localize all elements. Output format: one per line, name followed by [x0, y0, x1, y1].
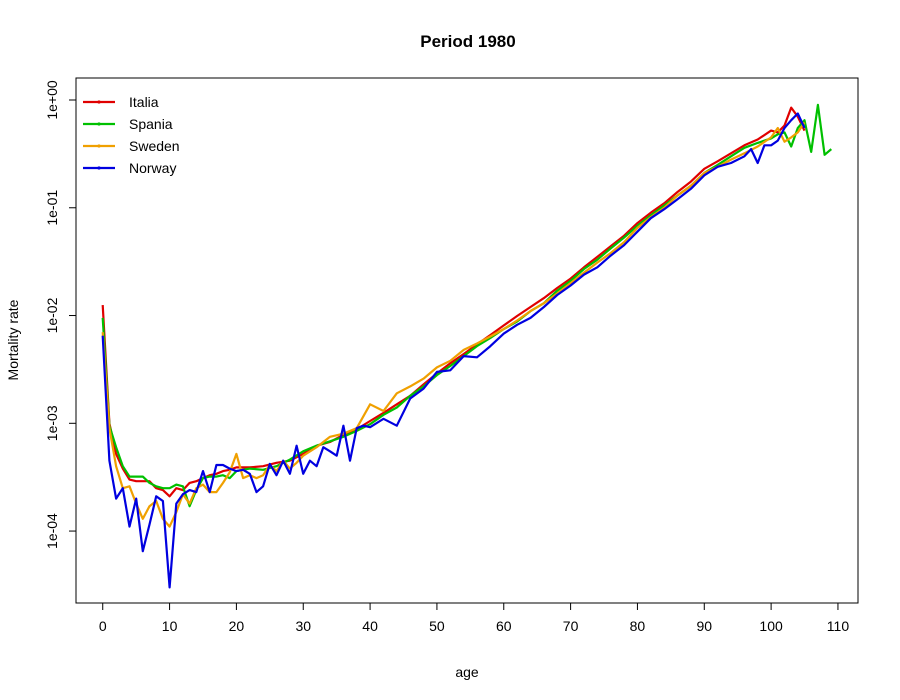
legend-marker-norway	[97, 166, 101, 170]
x-tick-label: 50	[429, 618, 445, 634]
x-tick-label: 40	[362, 618, 378, 634]
x-axis: 0 10 20 30 40 50 60 70 80 90 100 110	[99, 602, 850, 634]
x-tick-label: 70	[563, 618, 579, 634]
legend-marker-spania	[97, 122, 101, 126]
x-tick-label: 20	[229, 618, 245, 634]
x-tick-label: 110	[827, 618, 850, 634]
legend-marker-sweden	[97, 144, 101, 148]
series-line-norway	[101, 112, 806, 589]
series-line-italia	[101, 106, 806, 498]
x-tick-label: 90	[696, 618, 712, 634]
legend-marker-italia	[97, 100, 101, 104]
y-tick-label: 1e-01	[44, 190, 60, 226]
legend-label-italia: Italia	[129, 94, 159, 110]
x-tick-label: 30	[295, 618, 311, 634]
y-axis-label: Mortality rate	[5, 299, 21, 380]
x-tick-label: 10	[162, 618, 178, 634]
legend: Italia Spania Sweden Norway	[83, 94, 180, 176]
legend-label-sweden: Sweden	[129, 138, 180, 154]
legend-label-spania: Spania	[129, 116, 173, 132]
y-axis: 1e-04 1e-03 1e-02 1e-01 1e+00	[44, 80, 77, 549]
x-axis-label: age	[455, 664, 479, 680]
x-tick-label: 100	[759, 618, 783, 634]
series-layer	[101, 103, 833, 589]
x-tick-label: 80	[630, 618, 646, 634]
y-tick-label: 1e-04	[44, 513, 60, 549]
y-tick-label: 1e+00	[44, 80, 60, 120]
y-tick-label: 1e-02	[44, 297, 60, 333]
x-tick-label: 60	[496, 618, 512, 634]
series-line-sweden	[101, 121, 806, 528]
y-tick-label: 1e-03	[44, 405, 60, 441]
x-tick-label: 0	[99, 618, 107, 634]
legend-label-norway: Norway	[129, 160, 176, 176]
chart-title: Period 1980	[420, 32, 515, 51]
